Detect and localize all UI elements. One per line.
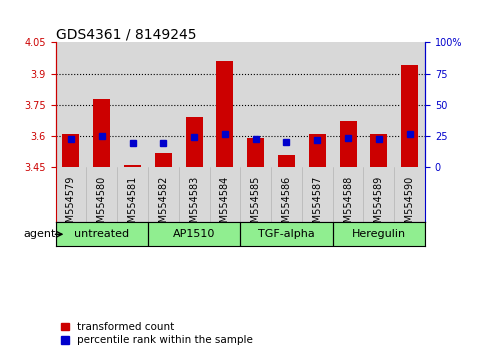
Text: GSM554589: GSM554589 bbox=[374, 176, 384, 235]
Bar bbox=[62, 134, 79, 167]
Text: GDS4361 / 8149245: GDS4361 / 8149245 bbox=[56, 27, 196, 41]
Bar bbox=[370, 134, 387, 167]
Text: GSM554580: GSM554580 bbox=[97, 176, 107, 235]
Legend: transformed count, percentile rank within the sample: transformed count, percentile rank withi… bbox=[61, 322, 253, 345]
Bar bbox=[247, 138, 264, 167]
Bar bbox=[93, 98, 110, 167]
Bar bbox=[401, 65, 418, 167]
Text: GSM554584: GSM554584 bbox=[220, 176, 230, 235]
Text: GSM554590: GSM554590 bbox=[405, 176, 414, 235]
Text: GSM554579: GSM554579 bbox=[66, 176, 76, 235]
Bar bbox=[216, 61, 233, 167]
Text: GSM554583: GSM554583 bbox=[189, 176, 199, 235]
Text: TGF-alpha: TGF-alpha bbox=[258, 229, 315, 239]
Bar bbox=[124, 165, 141, 167]
Text: GSM554582: GSM554582 bbox=[158, 176, 168, 235]
Text: GSM554586: GSM554586 bbox=[282, 176, 291, 235]
Text: GSM554588: GSM554588 bbox=[343, 176, 353, 235]
Text: agent: agent bbox=[23, 229, 56, 239]
Text: Heregulin: Heregulin bbox=[352, 229, 406, 239]
Text: GSM554581: GSM554581 bbox=[128, 176, 138, 235]
Bar bbox=[185, 117, 202, 167]
Bar bbox=[155, 153, 172, 167]
Bar bbox=[340, 121, 356, 167]
Text: GSM554585: GSM554585 bbox=[251, 176, 261, 235]
Bar bbox=[278, 155, 295, 167]
Text: GSM554587: GSM554587 bbox=[313, 176, 322, 235]
Text: AP1510: AP1510 bbox=[173, 229, 215, 239]
Text: untreated: untreated bbox=[74, 229, 129, 239]
Bar bbox=[309, 134, 326, 167]
